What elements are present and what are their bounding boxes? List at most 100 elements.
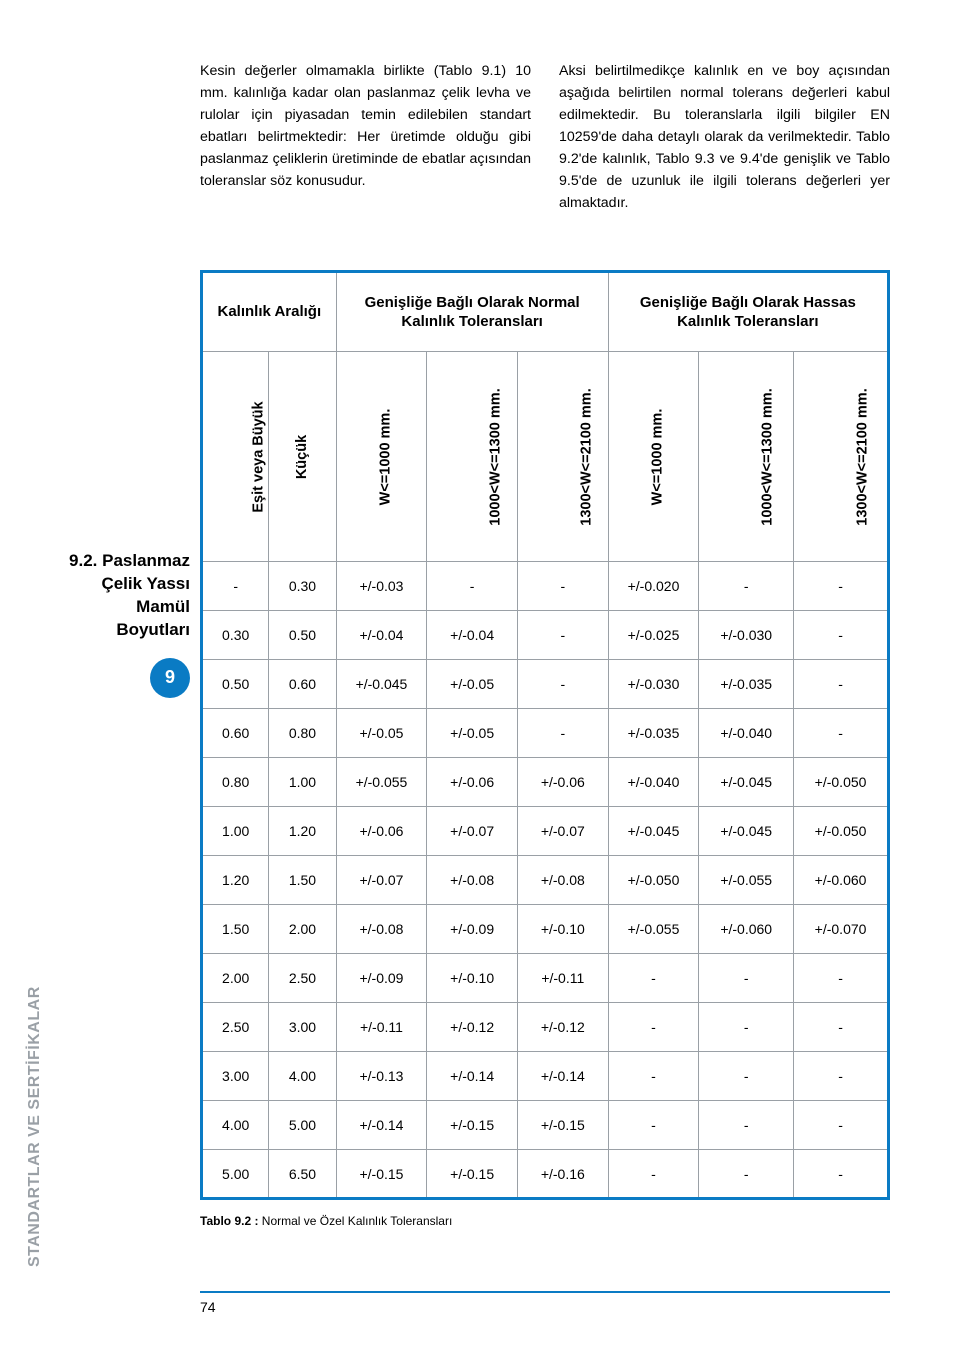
section-title-line: Çelik Yassı xyxy=(101,574,190,593)
table-cell: 1.00 xyxy=(202,807,269,856)
table-cell: +/-0.15 xyxy=(427,1150,518,1199)
group-header-thickness-range: Kalınlık Aralığı xyxy=(202,272,337,352)
table-cell: +/-0.055 xyxy=(336,758,427,807)
table-cell: 0.50 xyxy=(269,611,336,660)
table-cell: +/-0.055 xyxy=(608,905,699,954)
table-group-header-row: Kalınlık Aralığı Genişliğe Bağlı Olarak … xyxy=(202,272,889,352)
table-row: 4.005.00+/-0.14+/-0.15+/-0.15--- xyxy=(202,1101,889,1150)
col-header-label: 1300<W<=2100 mm. xyxy=(855,388,871,525)
table-cell: 1.50 xyxy=(202,905,269,954)
table-cell: 0.60 xyxy=(202,709,269,758)
col-header-label: Küçük xyxy=(294,435,310,479)
group-header-normal-tolerances: Genişliğe Bağlı Olarak Normal Kalınlık T… xyxy=(336,272,608,352)
table-cell: - xyxy=(699,1150,794,1199)
table-row: 0.801.00+/-0.055+/-0.06+/-0.06+/-0.040+/… xyxy=(202,758,889,807)
table-cell: +/-0.030 xyxy=(699,611,794,660)
table-cell: +/-0.14 xyxy=(517,1052,608,1101)
table-cell: +/-0.15 xyxy=(427,1101,518,1150)
tolerance-table: Kalınlık Aralığı Genişliğe Bağlı Olarak … xyxy=(200,270,890,1200)
table-cell: 1.20 xyxy=(269,807,336,856)
table-cell: +/-0.030 xyxy=(608,660,699,709)
table-cell: - xyxy=(517,611,608,660)
table-cell: - xyxy=(699,1052,794,1101)
table-cell: 5.00 xyxy=(269,1101,336,1150)
table-cell: +/-0.08 xyxy=(427,856,518,905)
col-header-label: 1000<W<=1300 mm. xyxy=(488,388,504,525)
table-cell: - xyxy=(608,1101,699,1150)
footer-rule xyxy=(200,1291,890,1293)
table-cell: 0.50 xyxy=(202,660,269,709)
table-cell: +/-0.12 xyxy=(427,1003,518,1052)
table-cell: +/-0.09 xyxy=(427,905,518,954)
table-cell: - xyxy=(699,954,794,1003)
group-header-precise-tolerances: Genişliğe Bağlı Olarak Hassas Kalınlık T… xyxy=(608,272,888,352)
col-header-w1000p: W<=1000 mm. xyxy=(608,352,699,562)
table-cell: +/-0.050 xyxy=(794,758,889,807)
table-cell: +/-0.045 xyxy=(336,660,427,709)
table-row: 1.001.20+/-0.06+/-0.07+/-0.07+/-0.045+/-… xyxy=(202,807,889,856)
table-cell: +/-0.03 xyxy=(336,562,427,611)
table-cell: 4.00 xyxy=(202,1101,269,1150)
table-cell: - xyxy=(794,562,889,611)
table-cell: - xyxy=(794,611,889,660)
table-row: 0.300.50+/-0.04+/-0.04-+/-0.025+/-0.030- xyxy=(202,611,889,660)
table-cell: +/-0.045 xyxy=(608,807,699,856)
page-container: Kesin değerler olmamakla birlikte (Tablo… xyxy=(0,0,960,1357)
col-header-w2100p: 1300<W<=2100 mm. xyxy=(794,352,889,562)
table-cell: +/-0.10 xyxy=(427,954,518,1003)
table-cell: +/-0.04 xyxy=(336,611,427,660)
chapter-number-badge: 9 xyxy=(150,658,190,698)
table-cell: - xyxy=(608,1003,699,1052)
table-cell: +/-0.05 xyxy=(336,709,427,758)
table-cell: +/-0.055 xyxy=(699,856,794,905)
vertical-section-label: STANDARTLAR VE SERTİFİKALAR xyxy=(26,986,44,1267)
table-cell: - xyxy=(794,1101,889,1150)
section-title-line: Mamül xyxy=(136,597,190,616)
table-cell: - xyxy=(699,562,794,611)
page-footer: 74 xyxy=(200,1291,890,1315)
table-cell: +/-0.12 xyxy=(517,1003,608,1052)
table-cell: - xyxy=(699,1003,794,1052)
table-cell: - xyxy=(794,954,889,1003)
table-cell: +/-0.06 xyxy=(427,758,518,807)
table-row: 2.002.50+/-0.09+/-0.10+/-0.11--- xyxy=(202,954,889,1003)
table-cell: - xyxy=(427,562,518,611)
table-cell: - xyxy=(608,1052,699,1101)
table-cell: +/-0.035 xyxy=(608,709,699,758)
table-cell: 3.00 xyxy=(202,1052,269,1101)
table-cell: 2.50 xyxy=(269,954,336,1003)
table-cell: 0.30 xyxy=(269,562,336,611)
table-cell: +/-0.16 xyxy=(517,1150,608,1199)
table-cell: +/-0.13 xyxy=(336,1052,427,1101)
table-cell: - xyxy=(608,1150,699,1199)
page-number: 74 xyxy=(200,1299,890,1315)
col-header-label: 1000<W<=1300 mm. xyxy=(760,388,776,525)
table-cell: - xyxy=(794,1003,889,1052)
section-title-line: 9.2. Paslanmaz xyxy=(69,551,190,570)
table-cell: +/-0.070 xyxy=(794,905,889,954)
table-cell: - xyxy=(608,954,699,1003)
table-caption: Tablo 9.2 : Normal ve Özel Kalınlık Tole… xyxy=(200,1214,890,1228)
table-cell: +/-0.15 xyxy=(336,1150,427,1199)
table-row: -0.30+/-0.03--+/-0.020-- xyxy=(202,562,889,611)
table-cell: 4.00 xyxy=(269,1052,336,1101)
col-header-ge: Eşit veya Büyük xyxy=(202,352,269,562)
table-cell: 2.50 xyxy=(202,1003,269,1052)
table-cell: 0.30 xyxy=(202,611,269,660)
col-header-w1300p: 1000<W<=1300 mm. xyxy=(699,352,794,562)
table-cell: 3.00 xyxy=(269,1003,336,1052)
col-header-label: 1300<W<=2100 mm. xyxy=(579,388,595,525)
table-cell: 2.00 xyxy=(269,905,336,954)
table-cell: +/-0.050 xyxy=(608,856,699,905)
section-side-label: 9.2. Paslanmaz Çelik Yassı Mamül Boyutla… xyxy=(40,550,190,698)
table-cell: +/-0.14 xyxy=(427,1052,518,1101)
caption-text: Normal ve Özel Kalınlık Toleransları xyxy=(258,1214,452,1228)
intro-text-columns: Kesin değerler olmamakla birlikte (Tablo… xyxy=(200,60,890,214)
table-cell: +/-0.07 xyxy=(517,807,608,856)
table-cell: 1.20 xyxy=(202,856,269,905)
table-cell: +/-0.035 xyxy=(699,660,794,709)
table-cell: +/-0.025 xyxy=(608,611,699,660)
table-row: 0.600.80+/-0.05+/-0.05-+/-0.035+/-0.040- xyxy=(202,709,889,758)
table-row: 2.503.00+/-0.11+/-0.12+/-0.12--- xyxy=(202,1003,889,1052)
table-sub-header-row: Eşit veya Büyük Küçük W<=1000 mm. 1000<W… xyxy=(202,352,889,562)
